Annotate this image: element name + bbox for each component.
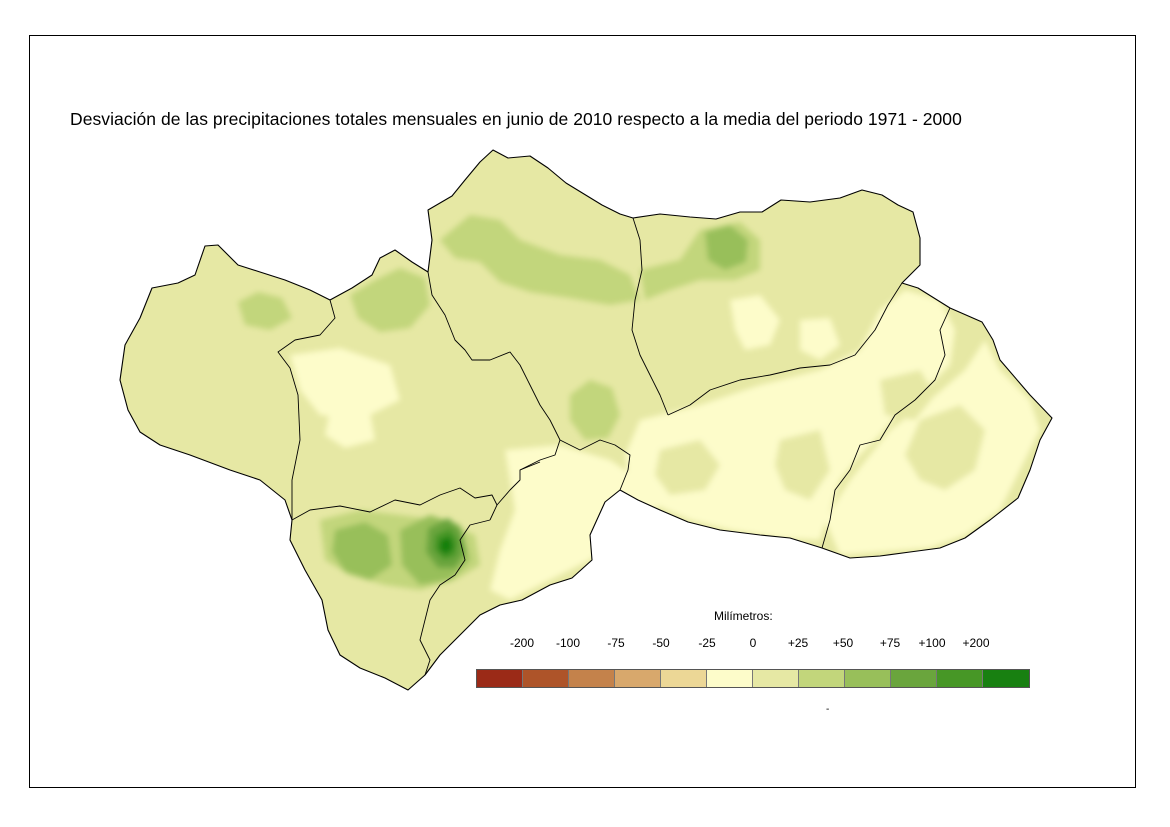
map-title: Desviación de las precipitaciones totale…	[70, 109, 962, 129]
legend-swatch	[661, 670, 707, 687]
legend-label: -100	[555, 636, 581, 650]
legend-label: -50	[652, 636, 670, 650]
map-frame	[29, 35, 1136, 788]
region-outline	[119, 149, 1053, 691]
legend-label: +25	[787, 636, 809, 650]
legend-color-bar	[476, 669, 1030, 688]
legend-label: +75	[879, 636, 901, 650]
legend-swatch	[753, 670, 799, 687]
legend-label: +100	[918, 636, 946, 650]
legend-swatch	[891, 670, 937, 687]
legend-swatch	[569, 670, 615, 687]
legend-swatch	[523, 670, 569, 687]
legend-label: -200	[509, 636, 535, 650]
province-boundaries	[277, 217, 951, 676]
legend-swatch	[937, 670, 983, 687]
legend-label: +50	[832, 636, 854, 650]
legend-swatch	[983, 670, 1029, 687]
legend-label: 0	[749, 636, 757, 650]
legend-labels: -200 -100 -75 -50 -25 0 +25 +50 +75 +100…	[476, 636, 1036, 652]
legend-title: Milímetros:	[714, 609, 773, 623]
legend-swatch	[707, 670, 753, 687]
legend-label: -25	[698, 636, 716, 650]
legend-swatch	[615, 670, 661, 687]
legend-label: +200	[962, 636, 990, 650]
legend-footnote: -	[826, 704, 830, 715]
legend-swatch	[799, 670, 845, 687]
legend-swatch	[845, 670, 891, 687]
legend-label: -75	[607, 636, 625, 650]
legend-swatch	[477, 670, 523, 687]
precipitation-zones	[238, 215, 1040, 600]
